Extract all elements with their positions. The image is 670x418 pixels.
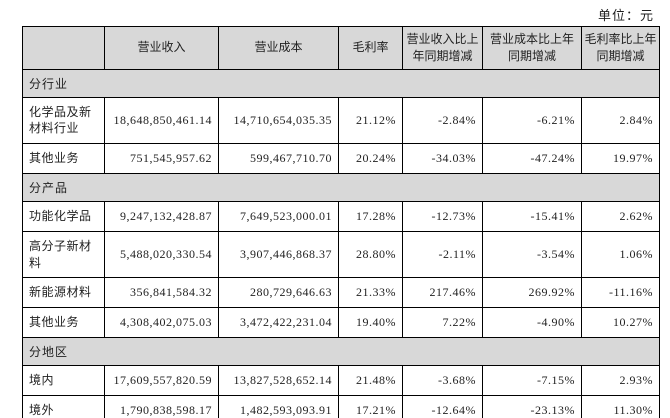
row-label: 其他业务 <box>22 143 105 174</box>
cost-cell: 1,482,593,093.91 <box>218 394 339 418</box>
cost-cell: 14,710,654,035.35 <box>218 96 339 145</box>
table-header-row: 营业收入 营业成本 毛利率 营业收入比上年同期增减 营业成本比上年同期增减 毛利… <box>22 26 660 70</box>
cost-yoy-cell: -6.21% <box>482 96 582 145</box>
cost-cell: 3,907,446,868.37 <box>218 230 339 279</box>
gross-margin-cell: 28.80% <box>338 230 403 279</box>
revenue-cell: 18,648,850,461.14 <box>104 96 219 145</box>
unit-label: 单位：元 <box>597 8 654 23</box>
margin-yoy-cell: 10.27% <box>581 307 660 338</box>
margin-yoy-cell: 19.97% <box>581 143 660 174</box>
col-header-margin-yoy: 毛利率比上年同期增减 <box>581 26 660 70</box>
cost-yoy-cell: 269.92% <box>482 277 582 309</box>
gross-margin-cell: 19.40% <box>338 307 403 338</box>
revenue-cell: 4,308,402,075.03 <box>104 307 219 338</box>
revenue-yoy-cell: -2.11% <box>402 230 483 279</box>
revenue-cell: 751,545,957.62 <box>104 143 219 174</box>
cost-yoy-cell: -47.24% <box>482 143 582 174</box>
table-row-chemicals-new-materials: 化学品及新材料行业 18,648,850,461.14 14,710,654,0… <box>22 96 660 145</box>
row-label: 其他业务 <box>22 307 105 338</box>
margin-yoy-cell: 2.62% <box>581 200 660 232</box>
revenue-yoy-cell: -2.84% <box>402 96 483 145</box>
col-header-cost: 营业成本 <box>218 26 339 70</box>
revenue-yoy-cell: -3.68% <box>402 364 483 396</box>
margin-yoy-cell: 11.30% <box>581 394 660 418</box>
gross-margin-cell: 20.24% <box>338 143 403 174</box>
cost-yoy-cell: -15.41% <box>482 200 582 232</box>
section-row-by-region: 分地区 <box>22 336 660 366</box>
table-row-domestic: 境内 17,609,557,820.59 13,827,528,652.14 2… <box>22 364 660 396</box>
col-header-cost-yoy: 营业成本比上年同期增减 <box>482 26 582 70</box>
col-header-gross-margin: 毛利率 <box>338 26 403 70</box>
section-row-by-industry: 分行业 <box>22 68 660 98</box>
table-row-functional-chemicals: 功能化学品 9,247,132,428.87 7,649,523,000.01 … <box>22 200 660 232</box>
table-row-other-business-industry: 其他业务 751,545,957.62 599,467,710.70 20.24… <box>22 143 660 174</box>
margin-yoy-cell: 2.84% <box>581 96 660 145</box>
section-row-by-product: 分产品 <box>22 172 660 202</box>
row-label: 境内 <box>22 364 105 396</box>
table-row-other-business-product: 其他业务 4,308,402,075.03 3,472,422,231.04 1… <box>22 307 660 338</box>
revenue-cell: 1,790,838,598.17 <box>104 394 219 418</box>
revenue-cell: 17,609,557,820.59 <box>104 364 219 396</box>
cost-cell: 280,729,646.63 <box>218 277 339 309</box>
cost-yoy-cell: -23.13% <box>482 394 582 418</box>
cost-cell: 3,472,422,231.04 <box>218 307 339 338</box>
row-label: 化学品及新材料行业 <box>22 96 105 145</box>
revenue-yoy-cell: -34.03% <box>402 143 483 174</box>
revenue-cell: 9,247,132,428.87 <box>104 200 219 232</box>
cost-yoy-cell: -3.54% <box>482 230 582 279</box>
row-label: 新能源材料 <box>22 277 105 309</box>
cost-cell: 599,467,710.70 <box>218 143 339 174</box>
revenue-cell: 5,488,020,330.54 <box>104 230 219 279</box>
revenue-yoy-cell: -12.64% <box>402 394 483 418</box>
revenue-yoy-cell: 217.46% <box>402 277 483 309</box>
section-title-by-industry: 分行业 <box>22 68 660 98</box>
margin-yoy-cell: 1.06% <box>581 230 660 279</box>
table-row-overseas: 境外 1,790,838,598.17 1,482,593,093.91 17.… <box>22 394 660 418</box>
col-header-revenue: 营业收入 <box>104 26 219 70</box>
revenue-yoy-cell: -12.73% <box>402 200 483 232</box>
cost-yoy-cell: -4.90% <box>482 307 582 338</box>
row-label: 境外 <box>22 394 105 418</box>
margin-yoy-cell: -11.16% <box>581 277 660 309</box>
gross-margin-cell: 17.21% <box>338 394 403 418</box>
revenue-breakdown-table: 营业收入 营业成本 毛利率 营业收入比上年同期增减 营业成本比上年同期增减 毛利… <box>22 26 660 418</box>
revenue-cell: 356,841,584.32 <box>104 277 219 309</box>
gross-margin-cell: 21.48% <box>338 364 403 396</box>
table-row-new-energy-materials: 新能源材料 356,841,584.32 280,729,646.63 21.3… <box>22 277 660 309</box>
row-label: 高分子新材料 <box>22 230 105 279</box>
row-label: 功能化学品 <box>22 200 105 232</box>
gross-margin-cell: 21.33% <box>338 277 403 309</box>
gross-margin-cell: 17.28% <box>338 200 403 232</box>
cost-yoy-cell: -7.15% <box>482 364 582 396</box>
col-header-revenue-yoy: 营业收入比上年同期增减 <box>402 26 483 70</box>
col-header-blank <box>22 26 105 70</box>
section-title-by-product: 分产品 <box>22 172 660 202</box>
revenue-yoy-cell: 7.22% <box>402 307 483 338</box>
cost-cell: 13,827,528,652.14 <box>218 364 339 396</box>
table-row-polymer-new-materials: 高分子新材料 5,488,020,330.54 3,907,446,868.37… <box>22 230 660 279</box>
section-title-by-region: 分地区 <box>22 336 660 366</box>
gross-margin-cell: 21.12% <box>338 96 403 145</box>
margin-yoy-cell: 2.93% <box>581 364 660 396</box>
cost-cell: 7,649,523,000.01 <box>218 200 339 232</box>
